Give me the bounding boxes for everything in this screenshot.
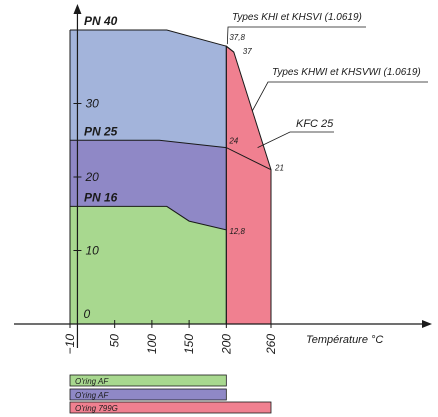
oring-bar-label: O'ring 799G xyxy=(75,404,118,413)
oring-bar-label: O'ring AF xyxy=(75,391,109,400)
x-axis-arrow-icon xyxy=(422,320,432,328)
point-value-label: 37,8 xyxy=(229,33,245,42)
series-label-pn40: PN 40 xyxy=(84,14,118,28)
oring-bar xyxy=(69,374,227,387)
x-tick-label: 150 xyxy=(182,334,196,354)
annotation-types-khi: Types KHI et KHSVI (1.0619) xyxy=(232,12,362,23)
series-label-pn16: PN 16 xyxy=(84,190,118,204)
pressure-regions xyxy=(69,29,272,325)
region-kfc25 xyxy=(225,45,272,325)
annotation-kfc25: KFC 25 xyxy=(296,118,334,130)
leader-kfc25 xyxy=(257,131,334,148)
x-tick-label: 200 xyxy=(219,334,233,355)
x-tick-label: 100 xyxy=(145,334,159,354)
y-tick-label: 30 xyxy=(85,97,99,111)
series-line-pn16 xyxy=(70,205,227,231)
y-tick-label: 20 xyxy=(84,170,99,184)
series-label-pn25: PN 25 xyxy=(84,124,118,138)
region-pn16 xyxy=(70,206,227,324)
oring-bar-label: O'ring AF xyxy=(75,377,109,386)
x-tick-label: −10 xyxy=(63,334,77,355)
point-value-label: 24 xyxy=(228,137,238,146)
annotation-types-khwi: Types KHWI et KHSVWI (1.0619) xyxy=(272,67,421,78)
point-value-label: 12,8 xyxy=(229,227,245,236)
series-line-pn25 xyxy=(70,139,272,171)
chart-labels: Température °C PN 40 PN 25 PN 16 37,8 37 24 21 1… xyxy=(84,12,428,346)
x-tick-label: 50 xyxy=(108,334,122,348)
leader-types-khwi xyxy=(252,81,428,112)
leader-types-khi xyxy=(226,26,366,45)
y-axis-arrow-icon xyxy=(73,4,82,14)
x-tick-label: 260 xyxy=(264,334,278,355)
y-tick-label: 10 xyxy=(85,244,99,258)
axes: −10 0 50 100 150 200 260 10 20 30 xyxy=(14,4,432,355)
series-line-pn40 xyxy=(70,29,235,53)
x-axis-label: Température °C xyxy=(306,334,383,346)
point-value-label: 21 xyxy=(274,164,284,173)
oring-bar xyxy=(69,401,272,414)
oring-bars: O'ring AF O'ring AF O'ring 799G xyxy=(69,374,272,414)
x-tick-label: 0 xyxy=(83,307,90,321)
point-value-label: 37 xyxy=(243,47,252,56)
oring-bar xyxy=(69,388,227,401)
